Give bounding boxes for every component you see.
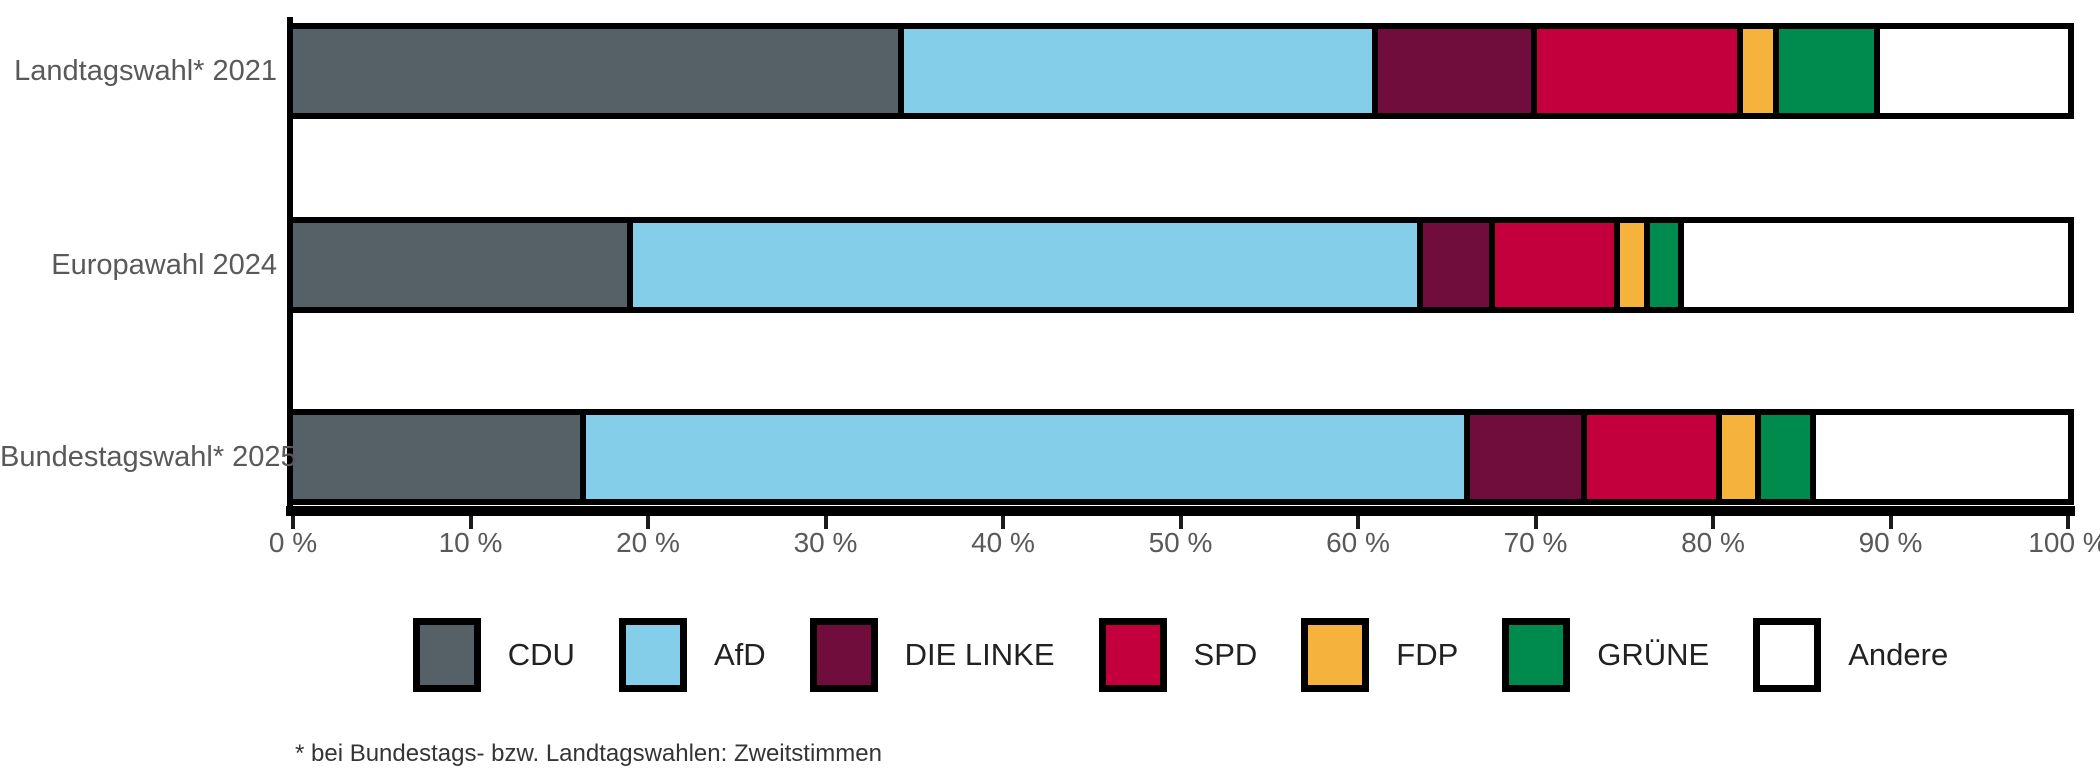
x-tick-0 bbox=[291, 516, 295, 529]
legend-label-afd: AfD bbox=[713, 637, 766, 672]
x-tick-label-50: 50 % bbox=[1148, 527, 1213, 558]
legend-item-afd: AfD bbox=[618, 618, 766, 692]
x-tick-label-10: 10 % bbox=[438, 527, 503, 558]
bar-landtagswahl-2021 bbox=[287, 23, 2074, 119]
segment-fdp bbox=[1619, 223, 1644, 307]
legend: CDU AfD DIE LINKE SPD FDP GRÜNE Andere bbox=[293, 618, 2068, 692]
legend-label-fdp: FDP bbox=[1396, 637, 1459, 672]
legend-swatch-gr-ne bbox=[1502, 618, 1571, 692]
legend-item-andere: Andere bbox=[1753, 618, 1948, 692]
footnote: * bei Bundestags- bzw. Landtagswahlen: Z… bbox=[295, 740, 882, 767]
legend-label-andere: Andere bbox=[1848, 637, 1949, 672]
x-tick-100 bbox=[2066, 516, 2070, 529]
legend-label-gr-ne: GRÜNE bbox=[1597, 637, 1710, 672]
segment-gr-ne bbox=[1778, 29, 1875, 113]
legend-swatch-fdp bbox=[1301, 618, 1370, 692]
x-tick-label-100: 100 % bbox=[2028, 527, 2100, 558]
legend-item-fdp: FDP bbox=[1301, 618, 1458, 692]
legend-swatch-afd bbox=[618, 618, 687, 692]
segment-afd bbox=[585, 415, 1465, 499]
segment-andere bbox=[1683, 223, 2068, 307]
x-tick-label-40: 40 % bbox=[971, 527, 1035, 558]
segment-spd bbox=[1537, 29, 1737, 113]
x-tick-label-90: 90 % bbox=[1858, 527, 1923, 558]
segment-afd bbox=[632, 223, 1418, 307]
segment-die-linke bbox=[1377, 29, 1531, 113]
x-tick-60 bbox=[1356, 516, 1360, 529]
legend-label-spd: SPD bbox=[1193, 637, 1258, 672]
legend-swatch-spd bbox=[1098, 618, 1167, 692]
x-tick-50 bbox=[1178, 516, 1183, 529]
x-tick-10 bbox=[468, 516, 473, 529]
x-tick-30 bbox=[823, 516, 828, 529]
segment-afd bbox=[904, 29, 1372, 113]
segment-spd bbox=[1495, 223, 1614, 307]
segment-cdu bbox=[293, 415, 580, 499]
plot-area: 0 % 10 % 20 % 30 % 40 % 50 % 60 % 70 % 80 % 90 % 1… bbox=[269, 0, 2100, 558]
segment-fdp bbox=[1742, 29, 1773, 113]
segment-andere bbox=[1880, 29, 2068, 113]
legend-item-die-linke: DIE LINKE bbox=[809, 618, 1055, 692]
segment-die-linke bbox=[1423, 223, 1490, 307]
x-tick-label-80: 80 % bbox=[1681, 527, 1745, 558]
segment-cdu bbox=[293, 29, 899, 113]
legend-swatch-andere bbox=[1753, 618, 1822, 692]
x-tick-label-0: 0 % bbox=[268, 527, 318, 558]
x-tick-label-20: 20 % bbox=[616, 527, 680, 558]
legend-label-cdu: CDU bbox=[507, 637, 575, 672]
bar-europawahl-2024 bbox=[287, 217, 2074, 313]
x-tick-40 bbox=[1001, 516, 1005, 529]
x-tick-label-30: 30 % bbox=[793, 527, 858, 558]
category-label-landtagswahl-2021: Landtagswahl* 2021 bbox=[14, 55, 277, 87]
segment-andere bbox=[1815, 415, 2068, 499]
legend-swatch-die-linke bbox=[809, 618, 878, 692]
category-label-europawahl-2024: Europawahl 2024 bbox=[51, 249, 277, 281]
category-label-bundestagswahl-2025: Bundestagswahl* 2025 bbox=[0, 441, 297, 473]
segment-gr-ne bbox=[1761, 415, 1810, 499]
legend-item-gr-ne: GRÜNE bbox=[1502, 618, 1709, 692]
x-axis-line bbox=[286, 506, 2075, 516]
segment-fdp bbox=[1722, 415, 1756, 499]
segment-die-linke bbox=[1470, 415, 1582, 499]
x-tick-20 bbox=[646, 516, 650, 529]
bar-bundestagswahl-2025 bbox=[287, 409, 2074, 505]
x-tick-70 bbox=[1533, 516, 1538, 529]
x-tick-80 bbox=[1711, 516, 1715, 529]
legend-item-cdu: CDU bbox=[412, 618, 575, 692]
x-tick-90 bbox=[1888, 516, 1893, 529]
legend-swatch-cdu bbox=[412, 618, 481, 692]
x-tick-label-60: 60 % bbox=[1326, 527, 1390, 558]
x-tick-label-70: 70 % bbox=[1503, 527, 1568, 558]
segment-cdu bbox=[293, 223, 627, 307]
legend-item-spd: SPD bbox=[1098, 618, 1258, 692]
segment-gr-ne bbox=[1649, 223, 1678, 307]
legend-label-die-linke: DIE LINKE bbox=[904, 637, 1055, 672]
segment-spd bbox=[1587, 415, 1717, 499]
